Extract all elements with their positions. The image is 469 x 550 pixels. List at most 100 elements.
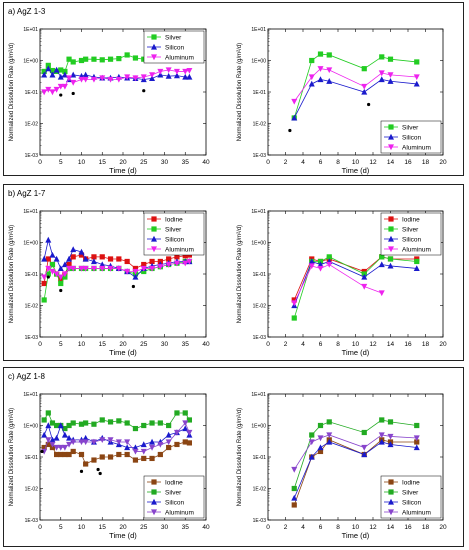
data-point — [41, 274, 48, 281]
data-point — [41, 417, 47, 423]
data-point — [326, 261, 333, 268]
chart-4: 1E-03 1E-02 1E-01 1E+00 1E+01 0 5 10 15 20 25 30 35 4… — [9, 392, 210, 540]
data-point — [291, 502, 297, 508]
data-point — [53, 271, 60, 278]
data-point — [53, 434, 60, 441]
data-point — [90, 439, 97, 446]
x-tick-label: 18 — [422, 524, 430, 531]
series-outlier — [40, 449, 102, 476]
x-axis-label: Time (d) — [109, 531, 137, 540]
data-point — [57, 274, 64, 281]
data-point — [326, 419, 332, 425]
data-point — [62, 68, 68, 75]
x-tick-label: 10 — [352, 159, 360, 166]
series-aluminum — [41, 258, 193, 281]
legend-entry: Silicon — [165, 45, 185, 52]
data-point — [91, 421, 97, 427]
data-point — [45, 422, 52, 429]
data-point — [45, 236, 52, 243]
legend: Silver Silicon Aluminum — [143, 30, 205, 64]
x-tick-label: 20 — [439, 341, 447, 348]
x-tick-label: 15 — [99, 341, 107, 348]
data-point — [308, 74, 315, 81]
data-point — [140, 448, 147, 455]
data-point — [361, 283, 368, 290]
y-tick-label: 1E+01 — [251, 209, 266, 215]
y-axis-label: Normalized Dissolution Rate (g/m²/d) — [9, 43, 15, 141]
data-point — [317, 66, 324, 72]
data-point — [166, 444, 172, 451]
data-point — [116, 418, 122, 424]
y-axis-label: Normalized Dissolution Rate (g/m²/d) — [237, 43, 243, 141]
legend-swatch-marker — [388, 226, 394, 232]
x-tick-label: 10 — [352, 524, 360, 531]
x-tick-label: 15 — [99, 524, 107, 531]
data-point — [309, 57, 315, 64]
data-point — [149, 72, 156, 79]
x-tick-label: 4 — [301, 341, 305, 348]
data-point — [78, 421, 85, 427]
x-tick-label: 40 — [202, 524, 210, 531]
legend-swatch-marker — [151, 479, 157, 485]
data-point — [165, 67, 172, 74]
data-point — [70, 265, 77, 272]
data-point — [91, 254, 97, 260]
y-tick-label: 1E-02 — [253, 304, 267, 310]
data-point — [45, 437, 52, 444]
data-point — [62, 451, 68, 458]
data-point — [140, 265, 147, 272]
data-point — [132, 268, 139, 275]
data-point — [41, 255, 48, 262]
data-point — [182, 439, 188, 445]
x-axis-label: Time (d) — [109, 166, 137, 175]
data-point — [326, 67, 333, 74]
data-point — [378, 261, 385, 268]
x-tick-label: 5 — [59, 159, 63, 166]
data-point — [58, 67, 64, 73]
legend-entry: Silver — [402, 227, 419, 234]
data-point — [99, 454, 105, 460]
x-tick-label: 2 — [284, 341, 288, 348]
y-tick-label: 1E-02 — [25, 122, 39, 128]
legend-swatch-marker — [151, 246, 157, 253]
chart-5: 1E-03 1E-02 1E-01 1E+00 1E+01 0 2 4 6 8 10 12 14 16 18… — [237, 392, 447, 540]
data-point — [186, 417, 192, 423]
y-tick-label: 1E-03 — [25, 335, 39, 341]
data-point — [49, 89, 56, 96]
panel-agz-1-8: 1E-03 1E-02 1E-01 1E+00 1E+01 0 5 10 15 20 25 30 35 4… — [3, 367, 464, 547]
series-silicon — [291, 76, 420, 121]
data-point — [387, 78, 394, 84]
legend-swatch-marker — [151, 498, 157, 505]
x-tick-label: 20 — [439, 524, 447, 531]
y-axis-label: Normalized Dissolution Rate (g/m²/d) — [9, 408, 15, 506]
x-tick-label: 10 — [78, 159, 86, 166]
data-point — [413, 444, 420, 451]
data-point — [54, 451, 60, 458]
data-point — [82, 265, 89, 272]
x-tick-label: 30 — [161, 524, 169, 531]
data-point — [66, 255, 73, 262]
data-point — [165, 261, 172, 268]
data-point — [182, 68, 189, 75]
legend-entry: Iodine — [165, 480, 183, 487]
data-point — [387, 419, 394, 425]
series-aluminum — [291, 261, 385, 307]
chart-3: 1E-03 1E-02 1E-01 1E+00 1E+01 0 2 4 6 8 10 12 14 16 18… — [237, 209, 447, 357]
data-point — [326, 432, 333, 439]
data-point — [149, 455, 155, 462]
data-point — [141, 261, 147, 268]
data-point — [53, 66, 60, 73]
data-point — [53, 444, 60, 451]
legend-swatch-marker — [151, 34, 157, 40]
data-point — [124, 451, 130, 458]
data-point — [132, 425, 139, 432]
data-point — [58, 280, 64, 287]
y-tick-label: 1E-01 — [253, 455, 267, 461]
data-point — [66, 441, 73, 448]
data-point — [157, 420, 163, 426]
legend-swatch-marker — [151, 54, 157, 61]
legend-entry: Silicon — [402, 500, 422, 507]
y-tick-label: 1E+01 — [23, 27, 38, 33]
